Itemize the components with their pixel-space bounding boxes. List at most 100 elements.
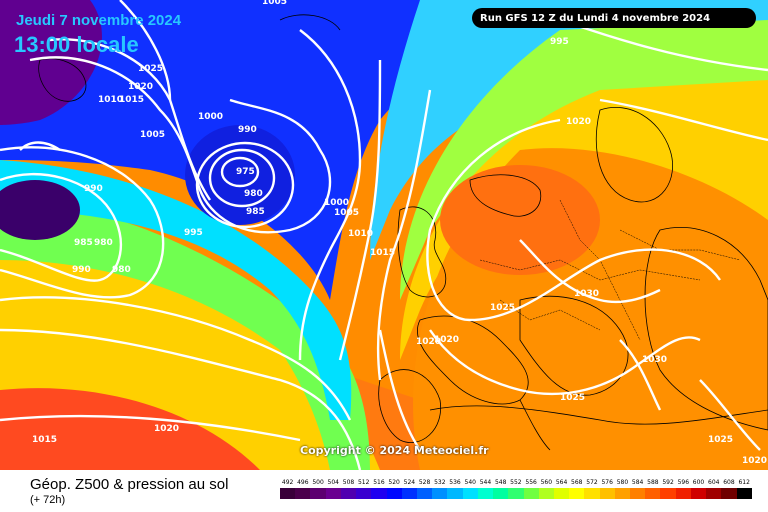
isobar-label: 1025: [138, 64, 163, 74]
isobar-label: 1020: [128, 82, 153, 92]
isobar-label: 990: [84, 184, 103, 194]
scale-cell: 568: [569, 479, 585, 500]
isobar-label: 990: [72, 265, 91, 275]
scale-swatch: [325, 488, 341, 499]
isobar-label: 985: [246, 207, 265, 217]
scale-label: 496: [297, 479, 309, 486]
scale-cell: 536: [447, 479, 463, 500]
forecast-hour: 13:00 locale: [14, 32, 139, 57]
scale-cell: 524: [401, 479, 417, 500]
scale-label: 572: [586, 479, 598, 486]
scale-swatch: [386, 488, 402, 499]
scale-label: 584: [631, 479, 644, 486]
isobar-label: 980: [94, 238, 113, 248]
isobar-label: 1020: [434, 335, 459, 345]
scale-label: 508: [342, 479, 355, 486]
scale-swatch: [690, 488, 707, 499]
isobar-label: 1030: [574, 289, 599, 299]
isobar-label: 995: [184, 228, 203, 238]
scale-label: 512: [357, 479, 370, 486]
scale-swatch: [432, 488, 448, 499]
scale-swatch: [356, 488, 372, 499]
legend-subtitle: (+ 72h): [30, 494, 66, 506]
isobar-label: 1015: [370, 248, 395, 258]
scale-label: 544: [479, 479, 492, 486]
isobar-label: 1020: [742, 456, 767, 466]
scale-swatch: [462, 488, 478, 499]
forecast-date: Jeudi 7 novembre 2024: [16, 12, 182, 29]
scale-label: 608: [723, 479, 735, 486]
isobar-label: 1000: [324, 198, 349, 208]
scale-cell: 500: [310, 479, 326, 500]
scale-label: 492: [281, 479, 294, 486]
scale-cell: 560: [538, 479, 554, 500]
field-deep: [0, 0, 102, 125]
isobar-label: 980: [244, 189, 263, 199]
low-west: [0, 180, 80, 240]
copyright-text: Copyright © 2024 Meteociel.fr: [300, 444, 489, 457]
isobar-label: 975: [236, 167, 255, 177]
scale-swatch: [477, 488, 494, 499]
isobar-label: 1030: [642, 355, 667, 365]
scale-label: 540: [464, 479, 476, 486]
field-yellow: [0, 248, 380, 470]
scale-cell: 532: [432, 479, 448, 500]
scale-cell: 516: [371, 479, 387, 500]
scale-label: 532: [434, 479, 446, 486]
scale-swatch: [736, 488, 752, 499]
weather-map: 1005 1025 1020 1010 1015 1005 1000 990 9…: [0, 0, 768, 470]
isobar-label: 985: [74, 238, 93, 248]
scale-swatch: [371, 488, 387, 499]
scale-swatch: [493, 488, 509, 499]
scale-label: 564: [555, 479, 568, 486]
scale-label: 504: [327, 479, 339, 486]
scale-label: 568: [571, 479, 583, 486]
isobar-label: 1005: [262, 0, 287, 7]
scale-cell: 556: [523, 479, 539, 500]
color-scale: 492 496 500 504 508 512 516 520 524 528 532 536 540 5…: [280, 479, 752, 500]
scale-cell: 540: [462, 479, 478, 500]
scale-cell: 584: [630, 479, 646, 500]
scale-label: 604: [708, 479, 720, 486]
legend-title: Géop. Z500 & pression au sol: [30, 476, 229, 493]
scale-swatch: [523, 488, 539, 499]
scale-swatch: [280, 488, 296, 499]
scale-swatch: [416, 488, 433, 499]
scale-label: 520: [388, 479, 400, 486]
scale-swatch: [538, 488, 554, 499]
scale-label: 556: [525, 479, 537, 486]
isobar-label: 1000: [198, 112, 223, 122]
scale-label: 548: [494, 479, 507, 486]
scale-swatch: [340, 488, 357, 499]
isobar-label: 1025: [708, 435, 733, 445]
scale-swatch: [599, 488, 615, 499]
scale-cell: 520: [386, 479, 402, 500]
scale-cell: 612: [736, 479, 752, 500]
scale-cell: 504: [325, 479, 341, 500]
isobar-label: 1020: [566, 117, 591, 127]
scale-label: 528: [418, 479, 431, 486]
scale-label: 592: [662, 479, 674, 486]
scale-swatch: [584, 488, 600, 499]
scale-cell: 496: [295, 479, 311, 500]
scale-cell: 572: [584, 479, 600, 500]
isobar-label: 995: [550, 37, 569, 47]
scale-label: 600: [692, 479, 705, 486]
scale-cell: 548: [493, 479, 509, 500]
scale-label: 500: [312, 479, 324, 486]
scale-swatch: [721, 488, 737, 499]
scale-cell: 564: [553, 479, 570, 500]
isobar-label: 990: [238, 125, 257, 135]
scale-cell: 600: [690, 479, 707, 500]
scale-swatch: [675, 488, 691, 499]
scale-label: 516: [373, 479, 385, 486]
isobar-label: 1025: [490, 303, 515, 313]
scale-swatch: [447, 488, 463, 499]
scale-swatch: [569, 488, 585, 499]
scale-swatch: [645, 488, 661, 499]
isobar-label: 1010: [348, 229, 373, 239]
scale-swatch: [310, 488, 326, 499]
scale-swatch: [401, 488, 417, 499]
scale-cell: 588: [645, 479, 661, 500]
isobar-label: 1010: [98, 95, 123, 105]
